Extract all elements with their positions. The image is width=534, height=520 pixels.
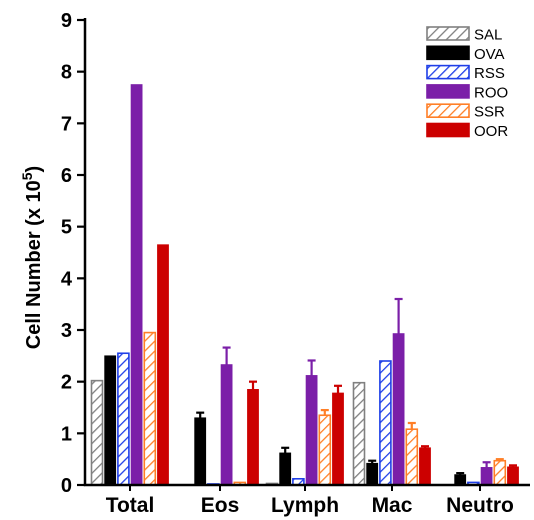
legend-label-ssr: SSR xyxy=(474,104,505,121)
y-tick-label-7: 7 xyxy=(61,113,72,135)
bar-mac-sal xyxy=(352,381,366,486)
bar-lymph-oor xyxy=(332,392,344,486)
y-tick-label-9: 9 xyxy=(61,10,72,32)
legend-label-rss: RSS xyxy=(474,65,505,82)
bar-neutro-oor xyxy=(507,466,519,486)
y-axis-title-main: Cell Number (x 10 xyxy=(23,180,45,349)
bar-lymph-roo xyxy=(305,375,318,486)
legend-label-sal: SAL xyxy=(474,27,502,44)
bar-lymph-ova xyxy=(279,452,292,486)
bar-total-roo xyxy=(130,84,143,486)
bar-neutro-ssr xyxy=(493,459,507,486)
category-label-neutro: Neutro xyxy=(446,494,514,517)
bar-eos-ova xyxy=(194,417,207,486)
bar-mac-rss xyxy=(379,360,392,486)
legend-swatch-rss xyxy=(426,64,470,80)
y-axis-title: Cell Number (x 105) xyxy=(19,166,45,349)
y-axis-title-superscript: 5 xyxy=(19,172,35,180)
category-label-mac: Mac xyxy=(372,494,413,517)
bar-mac-oor xyxy=(419,447,431,486)
bar-mac-ova xyxy=(366,462,379,486)
y-tick-label-4: 4 xyxy=(61,268,73,290)
bar-total-rss xyxy=(117,352,130,486)
y-tick-label-8: 8 xyxy=(61,62,72,84)
y-tick-label-5: 5 xyxy=(61,217,72,239)
bar-total-sal xyxy=(90,379,104,486)
category-label-total: Total xyxy=(106,494,155,517)
axes: Total Eos Lymph Mac Neutro 0 1 2 3 4 5 6 7 8 9 Cell Num… xyxy=(19,10,530,517)
bar-eos-roo xyxy=(220,364,233,486)
bar-total-ova xyxy=(104,355,117,486)
bar-mac-ssr xyxy=(405,428,419,486)
category-label-eos: Eos xyxy=(201,494,240,517)
legend-swatch-ssr xyxy=(426,103,470,118)
y-tick-label-6: 6 xyxy=(61,165,72,187)
legend-label-oor: OOR xyxy=(474,123,508,140)
bar-total-oor xyxy=(157,244,169,486)
bar-neutro-ova xyxy=(454,474,467,486)
y-tick-label-2: 2 xyxy=(61,372,72,394)
bar-eos-oor xyxy=(247,389,259,486)
y-axis-title-close: ) xyxy=(23,166,45,173)
legend-label-ova: OVA xyxy=(474,46,505,63)
bar-total-ssr xyxy=(143,331,157,486)
y-tick-label-3: 3 xyxy=(61,320,72,342)
y-tick-label-0: 0 xyxy=(61,475,72,497)
legend-swatch-roo xyxy=(426,84,470,99)
legend: SAL OVA RSS ROO SSR OOR xyxy=(426,26,508,140)
legend-swatch-sal xyxy=(426,26,470,41)
bar-mac-roo xyxy=(392,333,405,486)
bars xyxy=(90,84,519,486)
category-label-lymph: Lymph xyxy=(271,494,339,517)
y-tick-label-1: 1 xyxy=(61,423,72,445)
bar-lymph-ssr xyxy=(318,414,332,486)
legend-swatch-oor xyxy=(426,122,470,138)
bar-neutro-roo xyxy=(480,467,493,486)
legend-label-roo: ROO xyxy=(474,84,508,101)
legend-swatch-ova xyxy=(426,45,470,61)
